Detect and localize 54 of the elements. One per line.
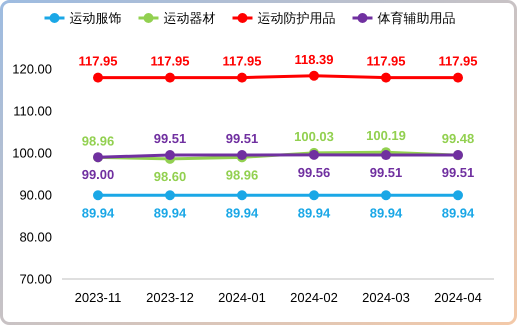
data-label: 98.60 xyxy=(154,168,186,184)
y-tick-label: 110.00 xyxy=(13,104,52,118)
data-label: 117.95 xyxy=(150,54,190,69)
legend-label: 体育辅助用品 xyxy=(378,10,456,26)
data-label: 117.95 xyxy=(222,54,262,69)
data-label: 99.51 xyxy=(442,165,474,180)
data-label: 89.94 xyxy=(442,205,476,220)
point xyxy=(93,72,103,83)
data-label: 117.95 xyxy=(366,54,406,69)
data-label: 89.94 xyxy=(370,205,404,220)
data-label: 118.39 xyxy=(294,52,334,67)
data-label: 89.94 xyxy=(154,205,188,220)
x-tick-label: 2024-01 xyxy=(218,290,266,305)
data-label: 99.48 xyxy=(442,131,474,146)
data-label: 117.95 xyxy=(78,54,118,69)
data-label: 89.94 xyxy=(298,205,332,220)
data-label: 89.94 xyxy=(82,205,116,220)
point xyxy=(381,190,391,200)
data-label: 89.94 xyxy=(226,205,260,220)
y-tick-label: 100.00 xyxy=(12,146,52,160)
point xyxy=(381,150,391,160)
point xyxy=(237,72,247,83)
x-tick-label: 2024-03 xyxy=(362,290,410,305)
point xyxy=(165,190,175,200)
legend-label: 运动服饰 xyxy=(70,10,122,26)
x-tick-label: 2024-04 xyxy=(434,290,482,305)
data-label: 99.51 xyxy=(370,165,402,180)
point xyxy=(453,190,463,200)
y-tick-label: 90.00 xyxy=(19,188,52,202)
point xyxy=(93,190,103,200)
x-tick-label: 2024-02 xyxy=(290,290,338,305)
data-label: 117.95 xyxy=(438,54,478,69)
legend-label: 运动防护用品 xyxy=(258,10,336,26)
data-label: 100.19 xyxy=(366,128,406,144)
point xyxy=(309,190,319,200)
point xyxy=(165,150,175,160)
data-label: 100.03 xyxy=(294,128,334,144)
x-tick-label: 2023-11 xyxy=(74,290,122,305)
point xyxy=(165,72,175,83)
y-tick-label: 120.00 xyxy=(12,62,52,76)
data-label: 99.51 xyxy=(226,131,258,146)
legend-label: 运动器材 xyxy=(164,10,216,26)
data-label: 98.96 xyxy=(226,167,258,182)
y-tick-label: 80.00 xyxy=(19,230,52,244)
data-label: 99.56 xyxy=(298,164,330,180)
point xyxy=(237,190,247,200)
data-label: 99.00 xyxy=(82,167,114,182)
point xyxy=(309,70,319,81)
point xyxy=(381,72,391,83)
data-label: 99.51 xyxy=(154,131,186,146)
point xyxy=(453,72,463,83)
y-tick-label: 70.00 xyxy=(19,272,52,286)
data-label: 98.96 xyxy=(82,133,114,148)
x-tick-label: 2023-12 xyxy=(146,290,194,305)
